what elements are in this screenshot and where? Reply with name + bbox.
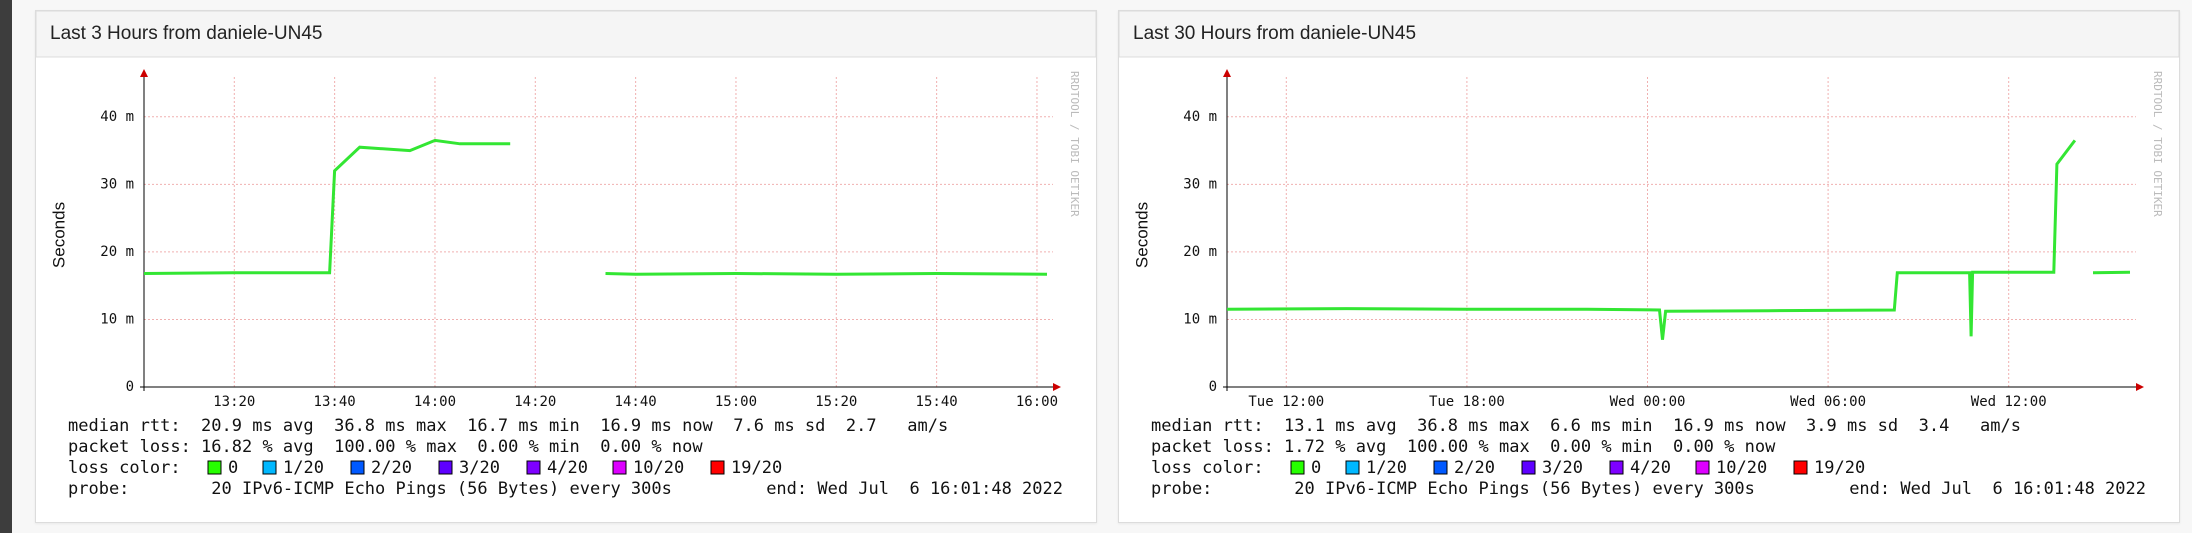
legend-label: 3/20 — [1542, 458, 1583, 478]
x-tick-label: 13:20 — [213, 394, 255, 410]
legend-label: 19/20 — [731, 458, 782, 478]
y-axis-label: Seconds — [49, 202, 68, 268]
x-tick-label: 13:40 — [314, 394, 356, 410]
legend-swatch — [710, 460, 725, 475]
annotation: RRDTOOL / TOBI OETIKER — [2151, 71, 2164, 217]
end-time: end: Wed Jul 6 16:01:48 2022 — [766, 479, 1063, 499]
y-tick-label: 40 m — [100, 109, 134, 125]
x-tick-label: Tue 18:00 — [1429, 394, 1505, 410]
legend-label: 4/20 — [1630, 458, 1671, 478]
axis-arrow — [1223, 69, 1231, 77]
legend-label: 0 — [1311, 458, 1321, 478]
legend-swatch — [1433, 460, 1448, 475]
side-strip — [0, 0, 12, 533]
panel-title: Last 30 Hours from daniele-UN45 — [1133, 23, 1416, 44]
stats-line: median rtt: 13.1 ms avg 36.8 ms max 6.6 … — [1151, 416, 2021, 436]
y-tick-label: 30 m — [1183, 176, 1217, 192]
probe-line: probe: 20 IPv6-ICMP Echo Pings (56 Bytes… — [1151, 479, 1755, 499]
legend-label: 1/20 — [1366, 458, 1407, 478]
legend-label: 19/20 — [1814, 458, 1865, 478]
legend-swatch — [350, 460, 365, 475]
x-tick-label: 14:40 — [615, 394, 657, 410]
stats-line: packet loss: 16.82 % avg 100.00 % max 0.… — [68, 437, 703, 457]
chart: Last 3 Hours from daniele-UN45 0 10 m 20 m 3… — [35, 10, 1097, 499]
median-line — [1226, 139, 2131, 340]
legend-label: 0 — [228, 458, 238, 478]
legend-label: 2/20 — [371, 458, 412, 478]
y-axis-label: Seconds — [1132, 202, 1151, 268]
chart: Last 30 Hours from daniele-UN45 0 10 m 20 m… — [1118, 10, 2180, 499]
legend-swatch — [438, 460, 453, 475]
probe-line: probe: 20 IPv6-ICMP Echo Pings (56 Bytes… — [68, 479, 672, 499]
axis-arrow — [2136, 383, 2144, 391]
y-tick-label: 20 m — [100, 244, 134, 260]
axis-arrow — [140, 69, 148, 77]
legend-swatch — [262, 460, 277, 475]
y-tick-label: 40 m — [1183, 109, 1217, 125]
legend-label: 1/20 — [283, 458, 324, 478]
stats-line: packet loss: 1.72 % avg 100.00 % max 0.0… — [1151, 437, 1776, 457]
loss-label: loss color: — [1151, 458, 1264, 478]
legend-swatch — [612, 460, 627, 475]
x-tick-label: 14:00 — [414, 394, 456, 410]
annotation: RRDTOOL / TOBI OETIKER — [1068, 71, 1081, 217]
y-tick-label: 30 m — [100, 176, 134, 192]
y-tick-label: 0 — [1209, 379, 1217, 395]
y-tick-label: 10 m — [100, 311, 134, 327]
panel-title: Last 3 Hours from daniele-UN45 — [50, 23, 322, 44]
legend-swatch — [1290, 460, 1305, 475]
x-tick-label: 14:20 — [514, 394, 556, 410]
legend-label: 10/20 — [1716, 458, 1767, 478]
x-tick-label: 15:20 — [815, 394, 857, 410]
legend-swatch — [1609, 460, 1624, 475]
legend-swatch — [1793, 460, 1808, 475]
panel: Last 3 Hours from daniele-UN45 0 10 m 20 m 3… — [35, 10, 1097, 523]
legend-swatch — [526, 460, 541, 475]
y-tick-label: 10 m — [1183, 311, 1217, 327]
x-tick-label: Wed 06:00 — [1790, 394, 1866, 410]
x-tick-label: Tue 12:00 — [1248, 394, 1324, 410]
x-tick-label: 15:40 — [916, 394, 958, 410]
x-tick-label: Wed 12:00 — [1971, 394, 2047, 410]
legend-label: 3/20 — [459, 458, 500, 478]
y-tick-label: 0 — [126, 379, 134, 395]
x-tick-label: 15:00 — [715, 394, 757, 410]
legend-swatch — [1521, 460, 1536, 475]
panel-header — [35, 10, 1097, 58]
x-tick-label: Wed 00:00 — [1610, 394, 1686, 410]
end-time: end: Wed Jul 6 16:01:48 2022 — [1849, 479, 2146, 499]
legend-label: 4/20 — [547, 458, 588, 478]
legend-swatch — [1695, 460, 1710, 475]
legend-swatch — [207, 460, 222, 475]
legend-label: 2/20 — [1454, 458, 1495, 478]
panel-header — [1118, 10, 2180, 58]
stats-line: median rtt: 20.9 ms avg 36.8 ms max 16.7… — [68, 416, 948, 436]
axis-arrow — [1053, 383, 1061, 391]
legend-label: 10/20 — [633, 458, 684, 478]
median-line — [143, 138, 1048, 276]
y-tick-label: 20 m — [1183, 244, 1217, 260]
loss-label: loss color: — [68, 458, 181, 478]
legend-swatch — [1345, 460, 1360, 475]
panel: Last 30 Hours from daniele-UN45 0 10 m 20 m… — [1118, 10, 2180, 523]
x-tick-label: 16:00 — [1016, 394, 1058, 410]
